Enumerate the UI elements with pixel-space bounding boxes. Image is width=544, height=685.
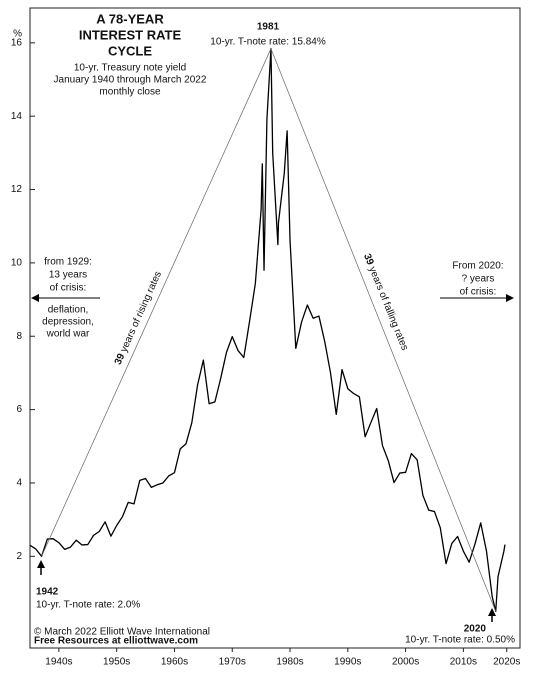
x-tick-label: 1990s [334,657,361,668]
annotation: of crisis: [50,283,87,294]
trend-line [270,48,497,612]
annotation: world war [46,329,90,340]
annotation: 13 years [49,270,87,281]
annotation: 10-yr. T-note rate: 0.50% [405,635,515,646]
annotation: ? years [462,274,495,285]
annotation-number: 39 [113,351,128,366]
annotation: 2020 [464,624,487,635]
annotation: from 1929: [44,257,92,268]
y-tick-label: 6 [16,404,22,415]
footer: Free Resources at elliottwave.com [34,636,198,647]
annotation: 10-yr. T-note rate: 15.84% [210,37,326,48]
chart-title: CYCLE [108,43,152,58]
annotation: deflation, [48,305,89,316]
annotation: 1981 [257,22,280,33]
annotation: From 2020: [452,261,503,272]
chart-title: A 78-YEAR [96,11,164,26]
arrow [440,294,514,302]
x-tick-label: 1960s [161,657,188,668]
y-tick-label: 10 [11,258,23,269]
plot-frame [29,7,521,649]
annotation: 10-yr. T-note rate: 2.0% [36,600,140,611]
y-tick-label: 2 [16,551,22,562]
y-tick-label: 12 [11,184,23,195]
subtitle: 10-yr. Treasury note yield [74,63,186,74]
y-tick-label: 16 [11,37,23,48]
series-line [29,48,506,612]
arrow [31,294,100,302]
annotation: depression, [42,317,94,328]
annotation-text: years of falling rates [366,262,411,352]
y-tick-label: 8 [16,331,22,342]
y-tick-label: 4 [16,478,22,489]
trend-line [41,48,272,557]
annotation-number: 39 [361,252,376,267]
x-tick-label: 1970s [219,657,246,668]
annotation-text: years of rising rates [117,270,164,357]
x-tick-label: 2000s [392,657,419,668]
y-tick-label: 14 [11,111,23,122]
annotation: 1942 [36,587,59,598]
subtitle: January 1940 through March 2022 [54,75,207,86]
x-tick-label: 1980s [276,657,303,668]
annotation: 39 years of rising rates [113,270,164,367]
footer: © March 2022 Elliott Wave International [34,627,210,638]
y-unit: % [13,29,22,40]
arrow [37,560,45,575]
x-tick-label: 1940s [45,657,72,668]
chart-title: INTEREST RATE [79,27,182,42]
x-tick-label: 2010s [450,657,477,668]
x-tick-label: 1950s [103,657,130,668]
subtitle: monthly close [99,87,161,98]
x-tick-label: 2020s [493,657,520,668]
annotation: of crisis: [460,287,497,298]
arrow [488,608,496,622]
